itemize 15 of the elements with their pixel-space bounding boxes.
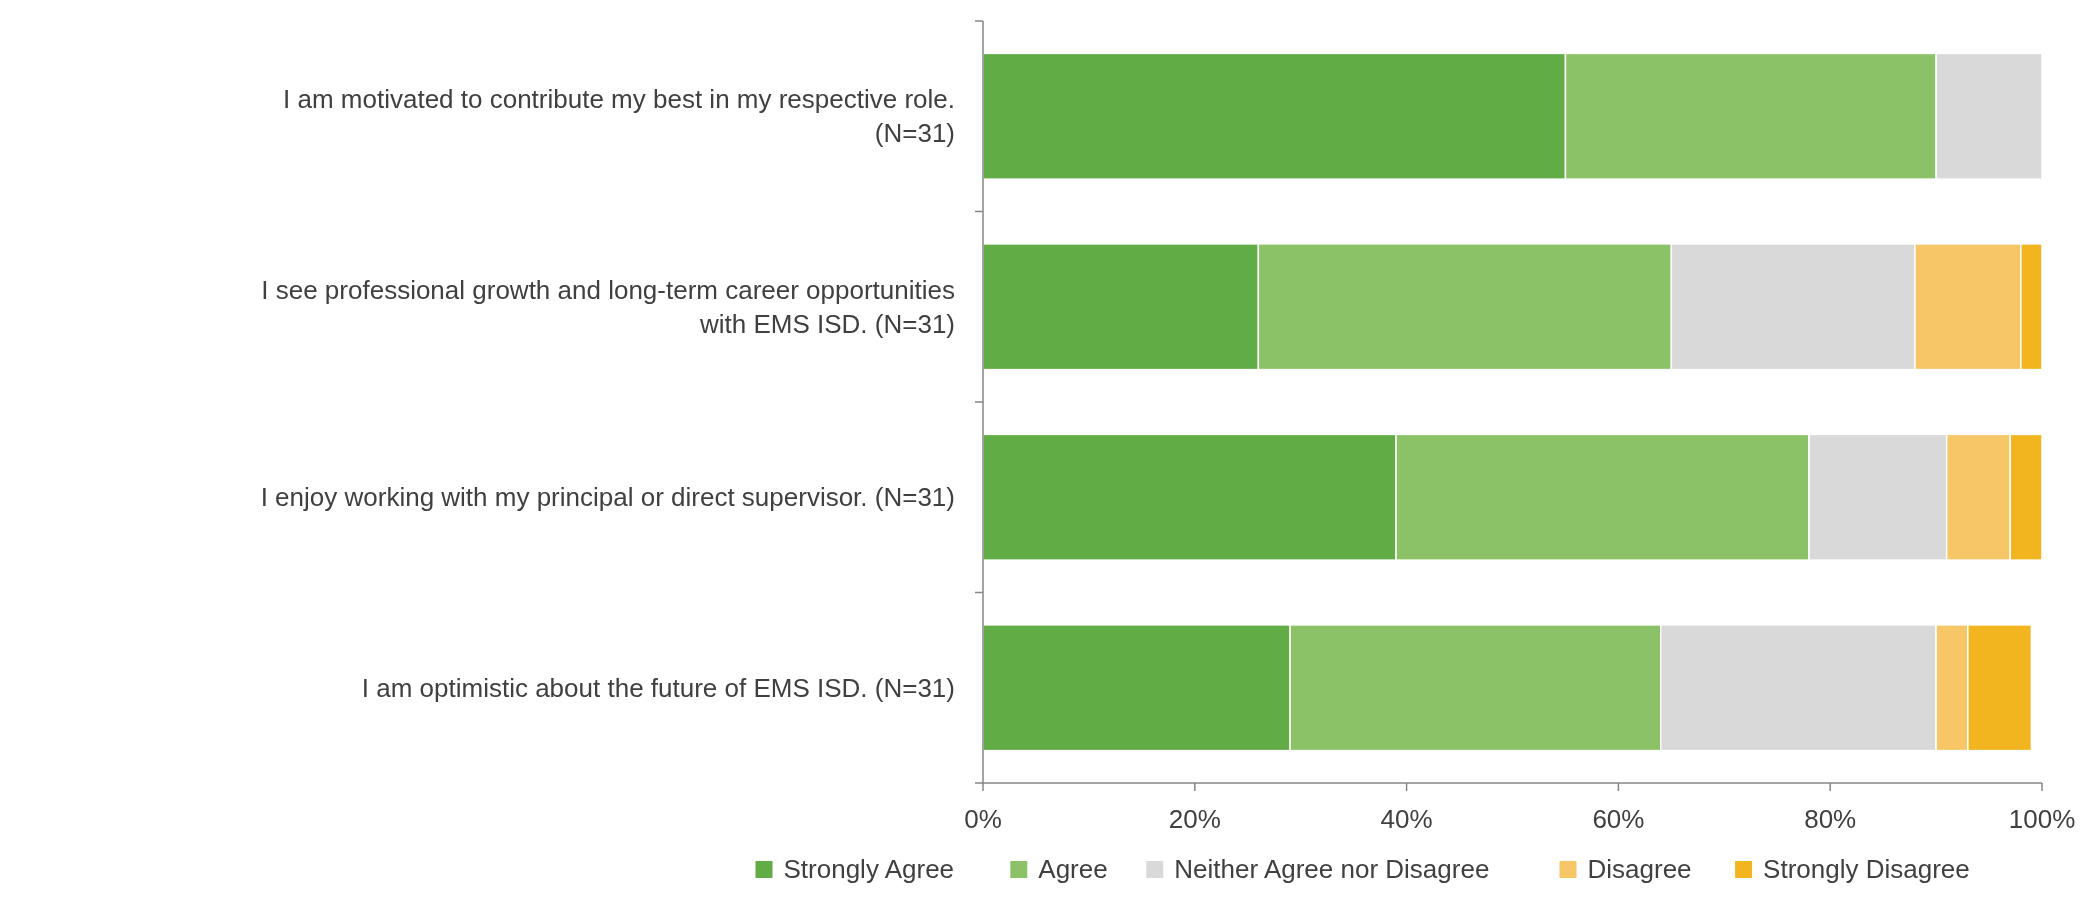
legend-label: Strongly Agree — [783, 854, 955, 884]
legend-label: Neither Agree nor Disagree — [1174, 854, 1490, 884]
y-tick-label: I see professional growth and long-term career opportunities with EMS ISD. (N=31) — [261, 274, 955, 339]
y-tick-label: I am motivated to contribute my best in my respective role. (N=31) — [283, 84, 955, 149]
legend-label: Disagree — [1587, 854, 1692, 884]
x-tick-label: 80% — [1804, 804, 1857, 834]
legend-label: Agree — [1038, 854, 1108, 884]
x-tick-label: 40% — [1380, 804, 1433, 834]
y-tick-label: I enjoy working with my principal or direct supervisor. (N=31) — [260, 482, 955, 513]
y-tick-label: I am optimistic about the future of EMS ISD. (N=31) — [361, 672, 955, 703]
x-tick-label: 20% — [1168, 804, 1221, 834]
x-tick-label: 0% — [964, 804, 1002, 834]
x-tick-label: 100% — [2008, 804, 2076, 834]
legend-label: Strongly Disagree — [1763, 854, 1970, 884]
x-tick-label: 60% — [1592, 804, 1645, 834]
